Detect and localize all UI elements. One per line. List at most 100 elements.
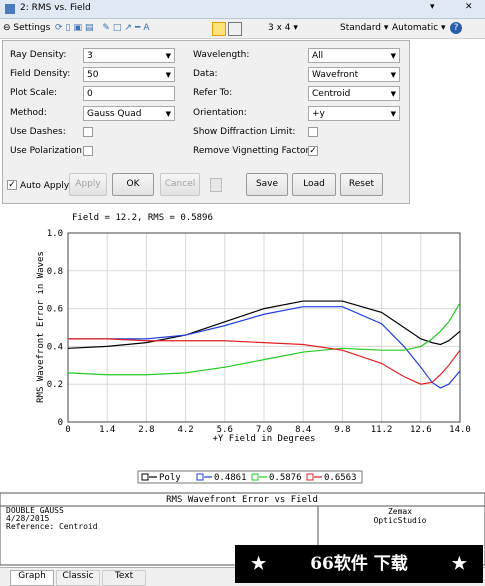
field-value: Centroid — [312, 89, 351, 99]
save-button[interactable]: Save — [246, 173, 288, 196]
standard-label: Standard — [340, 23, 381, 33]
field-value: All — [312, 51, 324, 61]
apply-button[interactable]: Apply — [69, 173, 107, 196]
dropdown[interactable]: 50 ▼ — [83, 67, 175, 82]
checkbox[interactable]: ✓ — [308, 146, 318, 156]
star: ★ — [251, 554, 267, 574]
dropdown-arrow: ▼ — [390, 110, 396, 118]
legend-icon — [196, 473, 204, 481]
legend-box — [137, 470, 363, 484]
close-button[interactable]: ✕ — [465, 2, 473, 12]
watermark-text: 66软件 下载 — [310, 554, 408, 574]
y-axis-label: RMS Wavefront Error in Waves — [36, 251, 46, 403]
y-tick-label: 0.6 — [47, 305, 63, 315]
reset-button[interactable]: Reset — [340, 173, 383, 196]
dropdown[interactable]: 3 ▼ — [83, 48, 175, 63]
y-tick-label: 0.8 — [47, 267, 63, 277]
checkbox[interactable] — [83, 127, 93, 137]
layout-select[interactable]: 3 x 4 ▾ — [268, 23, 298, 33]
plot-frame — [67, 232, 461, 423]
field-value: 0 — [87, 89, 93, 99]
field-label: Show Diffraction Limit: — [193, 127, 296, 137]
settings-toggle[interactable]: ⊖ Settings — [3, 23, 51, 33]
field-label: Refer To: — [193, 88, 233, 98]
chart-subtitle: Field = 12.2, RMS = 0.5896 — [72, 213, 213, 223]
company: Zemax — [388, 507, 412, 516]
auto-apply-checkbox[interactable]: ✓ — [7, 180, 17, 190]
field-label: Use Dashes: — [10, 127, 66, 137]
checkbox[interactable] — [83, 146, 93, 156]
automatic-label: Automatic — [392, 23, 439, 33]
field-label: Method: — [10, 108, 47, 118]
y-tick-label: 0.4 — [47, 342, 63, 352]
dropdown[interactable]: All ▼ — [308, 48, 400, 63]
watermark: ★ 66软件 下载 ★ — [235, 545, 483, 583]
checkbox[interactable] — [308, 127, 318, 137]
help-button[interactable]: ? — [450, 22, 462, 34]
tab[interactable]: Classic — [56, 570, 100, 586]
field-label: Use Polarization: — [10, 146, 86, 156]
series-line — [68, 306, 461, 389]
legend-icon — [141, 473, 149, 481]
product: OpticStudio — [374, 516, 427, 525]
toolbar-icons[interactable]: ⟳▯▣▤ ✎□↗━A — [55, 23, 153, 33]
tab[interactable]: Text — [102, 570, 146, 586]
legend-label: 0.5876 — [269, 473, 302, 483]
legend-label: 0.4861 — [214, 473, 247, 483]
standard-select[interactable]: Standard ▾ — [340, 23, 389, 33]
dropdown[interactable]: Wavefront ▼ — [308, 67, 400, 82]
series-line — [67, 300, 461, 349]
y-tick-label: 0.2 — [47, 380, 63, 390]
x-tick-label: 14.0 — [449, 425, 471, 435]
x-tick-label: 0 — [65, 425, 70, 435]
text-input[interactable]: 0 — [83, 86, 175, 101]
x-tick-label: 7.0 — [256, 425, 272, 435]
lock-toggle[interactable] — [212, 22, 226, 36]
field-label: Field Density: — [10, 69, 71, 79]
dropdown[interactable]: Centroid ▼ — [308, 86, 400, 101]
x-tick-label: 2.8 — [138, 425, 154, 435]
automatic-select[interactable]: Automatic ▾ — [392, 23, 446, 33]
tab[interactable]: Graph — [10, 570, 54, 586]
fit-toggle[interactable] — [228, 22, 242, 36]
field-label: Ray Density: — [10, 50, 67, 60]
field-value: Gauss Quad — [87, 109, 142, 119]
field-value: +y — [312, 109, 325, 119]
footer-line: 4/28/2015 — [6, 514, 50, 523]
dropdown-arrow: ▼ — [165, 71, 171, 79]
x-tick-label: 11.2 — [371, 425, 393, 435]
footer-line: DOUBLE GAUSS — [6, 506, 64, 515]
series-line — [67, 302, 461, 376]
lock-icon — [210, 178, 222, 192]
dropdown-arrow: ▼ — [165, 52, 171, 60]
x-tick-label: 1.4 — [99, 425, 115, 435]
dropdown-arrow: ▼ — [390, 71, 396, 79]
field-label: Remove Vignetting Factors: — [193, 146, 317, 156]
dropdown-arrow: ▼ — [390, 90, 396, 98]
window-icon — [5, 4, 15, 14]
layout-label: 3 x 4 — [268, 23, 291, 33]
title-bar: 2: RMS vs. Field ▾ ✕ — [0, 0, 485, 19]
cancel-button[interactable]: Cancel — [160, 173, 200, 196]
legend-label: 0.6563 — [324, 473, 357, 483]
dropdown-arrow: ▼ — [390, 52, 396, 60]
ok-button[interactable]: OK — [112, 173, 154, 196]
chart-title: RMS Wavefront Error vs Field — [166, 495, 318, 505]
x-tick-label: 8.4 — [295, 425, 311, 435]
y-tick-label: 1.0 — [47, 229, 63, 239]
x-axis-label: +Y Field in Degrees — [213, 434, 316, 444]
field-value: 50 — [87, 70, 99, 80]
load-button[interactable]: Load — [292, 173, 336, 196]
legend-icon — [251, 473, 259, 481]
dropdown[interactable]: Gauss Quad ▼ — [83, 106, 175, 121]
series-line — [68, 338, 461, 385]
field-label: Orientation: — [193, 108, 247, 118]
chart: Field = 12.2, RMS = 0.5896 +Y Field in D… — [0, 213, 485, 566]
window-title: 2: RMS vs. Field — [20, 3, 91, 13]
menu-arrow[interactable]: ▾ — [430, 2, 435, 12]
dropdown[interactable]: +y ▼ — [308, 106, 400, 121]
auto-apply-label: Auto Apply — [20, 181, 70, 191]
settings-label: Settings — [13, 23, 51, 33]
legend-label: Poly — [159, 473, 181, 483]
